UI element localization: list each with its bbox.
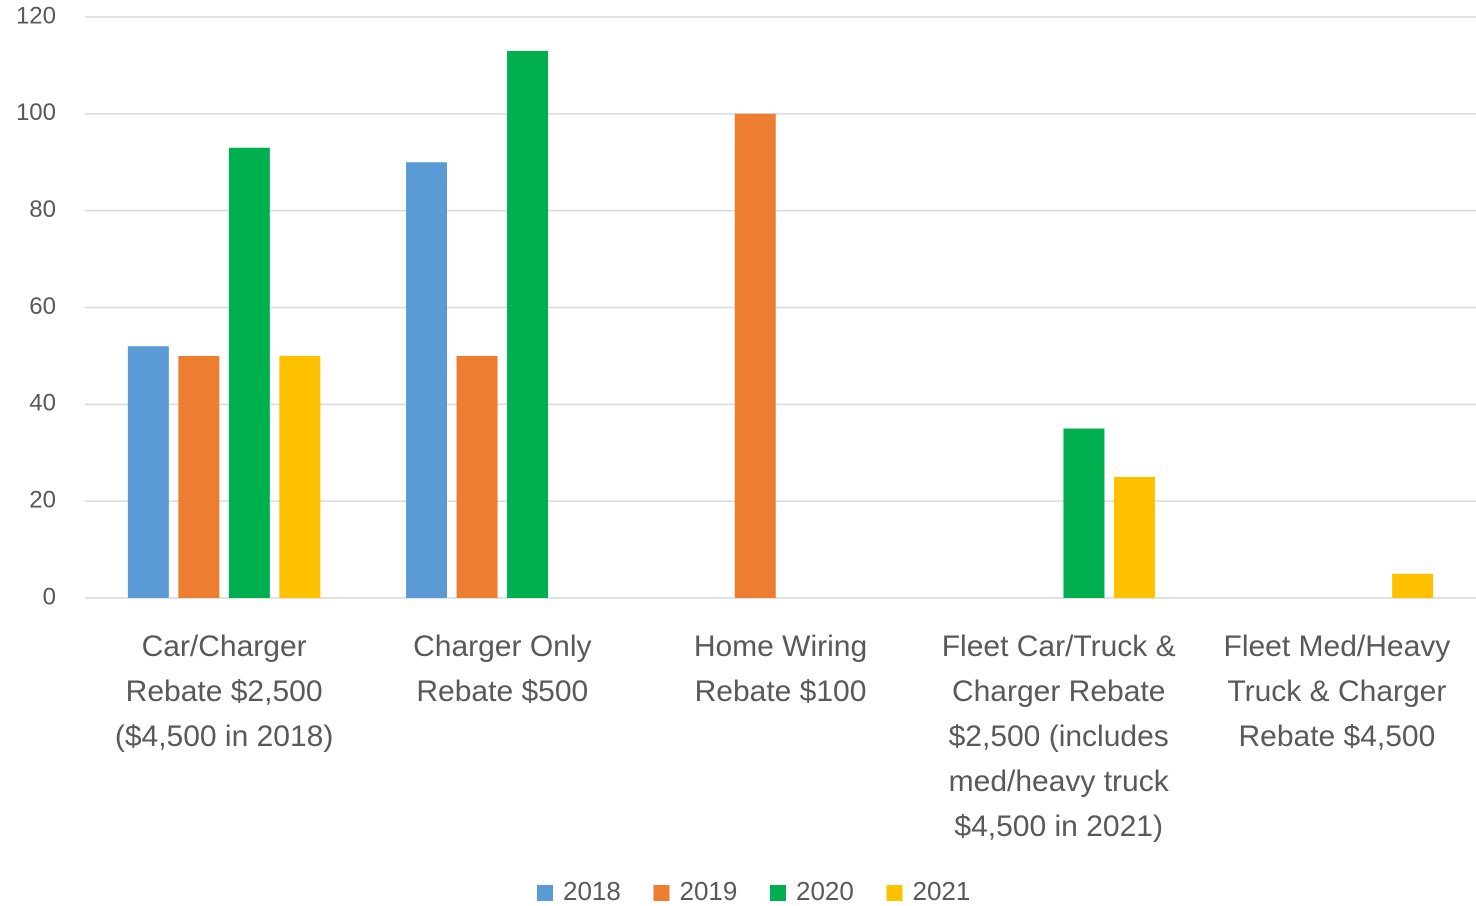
y-tick-label: 100	[16, 99, 56, 126]
legend-swatch	[653, 885, 670, 901]
y-tick-label: 40	[29, 390, 56, 417]
bar	[228, 147, 270, 598]
bar	[279, 355, 321, 598]
y-tick-label: 120	[16, 2, 56, 29]
y-tick-label: 0	[43, 583, 56, 610]
legend-swatch	[886, 885, 903, 901]
bar	[178, 355, 220, 598]
legend-label: 2018	[563, 876, 621, 906]
y-tick-label: 80	[29, 196, 56, 223]
bar	[127, 346, 169, 598]
legend-swatch	[537, 885, 553, 901]
bar	[507, 50, 549, 599]
x-tick-label: Car/Charger Rebate $2,500 ($4,500 in 201…	[114, 630, 334, 753]
y-tick-label: 20	[29, 487, 56, 514]
bar	[734, 113, 776, 598]
legend-swatch	[770, 885, 786, 901]
x-tick-label: Charger Only Rebate $500	[413, 630, 592, 708]
bar	[1392, 573, 1434, 598]
x-tick-label: Home Wiring Rebate $100	[693, 630, 868, 708]
bar	[406, 162, 448, 598]
x-tick-label: Fleet Car/Truck & Charger Rebate $2,500 …	[941, 630, 1176, 843]
legend-label: 2019	[680, 876, 738, 906]
legend-label: 2020	[796, 876, 854, 906]
bar	[456, 355, 498, 598]
y-tick-label: 60	[29, 293, 56, 320]
bar	[1063, 428, 1105, 598]
x-tick-label: Fleet Med/Heavy Truck & Charger Rebate $…	[1223, 630, 1451, 753]
legend-label: 2021	[913, 876, 971, 906]
bar	[1113, 476, 1155, 598]
